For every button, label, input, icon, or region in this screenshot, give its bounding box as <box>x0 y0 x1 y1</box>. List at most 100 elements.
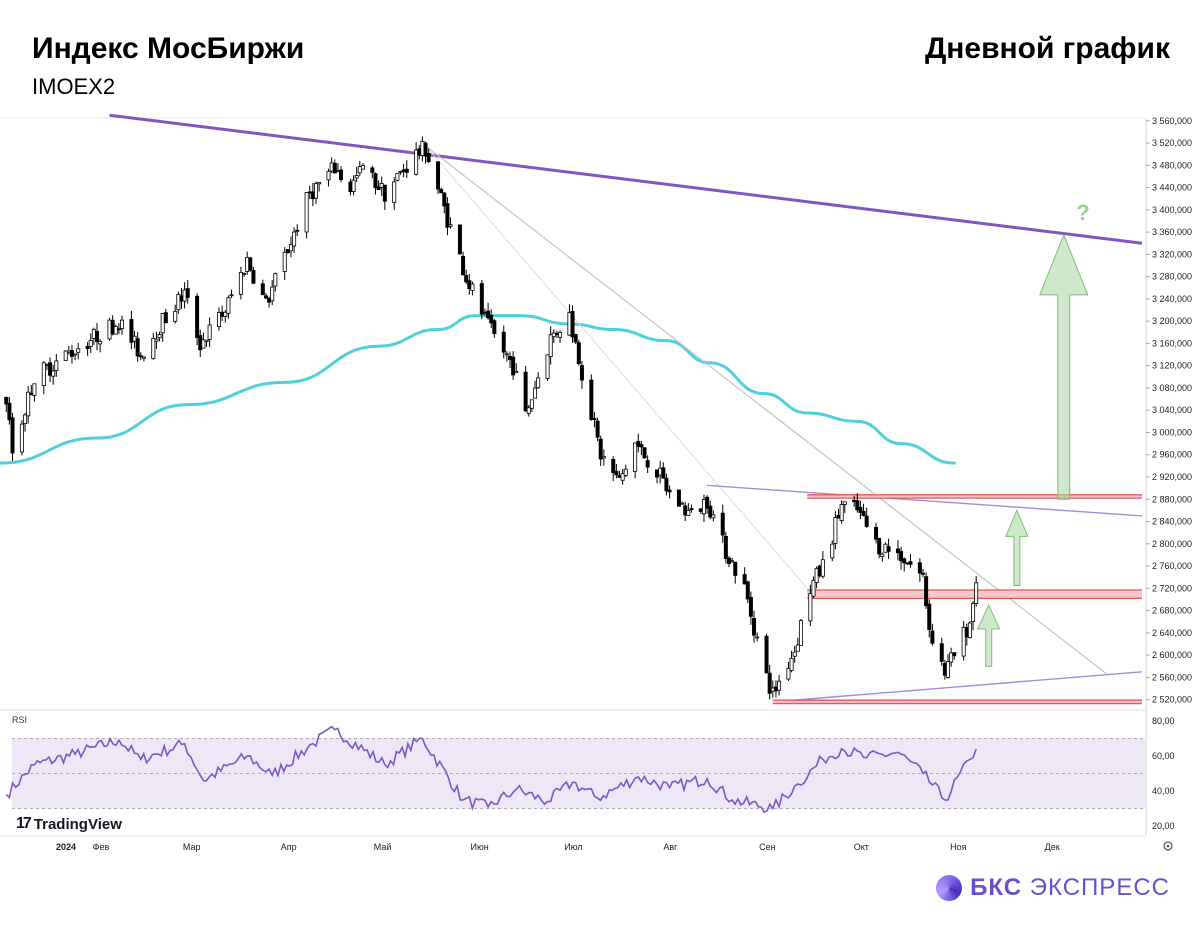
time-tick-label: Дек <box>1045 842 1060 852</box>
candle-body <box>417 148 422 156</box>
candle-body <box>426 152 431 163</box>
price-tick-label: 3 040,000 <box>1152 405 1192 415</box>
price-tick-label: 3 520,000 <box>1152 138 1192 148</box>
moving-average-layer <box>0 314 956 465</box>
candle-body <box>326 171 331 181</box>
drawings-layer <box>109 113 1143 705</box>
candle-body <box>855 500 860 511</box>
rsi-line <box>5 725 977 814</box>
candle-body <box>23 414 28 425</box>
candle-body <box>467 280 472 290</box>
price-tick-label: 2 920,000 <box>1152 472 1192 482</box>
candle-body <box>920 572 925 575</box>
candle-body <box>623 468 628 476</box>
candle-body <box>310 191 315 200</box>
candle-body <box>595 420 600 438</box>
candle-body <box>733 561 738 576</box>
candle-body <box>942 663 947 676</box>
downtrend-line-steep <box>425 145 808 589</box>
candle-body <box>470 283 475 291</box>
candle-body <box>32 383 37 396</box>
channel-lower-line <box>772 671 1143 703</box>
candle-body <box>332 162 337 174</box>
candle-body <box>267 297 272 303</box>
candle-body <box>949 652 954 663</box>
candle-body <box>185 288 190 298</box>
resistance-trendline <box>109 113 1143 245</box>
candle-body <box>242 273 247 275</box>
time-axis: 2024 Фев Мар Апр Май Июн Июл Авг Сен Окт Ноя Дек <box>56 842 1060 852</box>
candle-body <box>304 192 309 233</box>
candle-body <box>877 537 882 555</box>
candle-body <box>592 418 597 420</box>
candle-body <box>113 326 118 335</box>
candle-body <box>392 181 397 203</box>
price-tick-label: 2 640,000 <box>1152 628 1192 638</box>
tradingview-watermark: 17 TradingView <box>16 815 122 833</box>
candle-body <box>357 166 362 174</box>
settings-gear-icon[interactable] <box>1163 841 1173 851</box>
candle-body <box>720 512 725 536</box>
price-tick-label: 3 080,000 <box>1152 383 1192 393</box>
candle-body <box>173 311 178 322</box>
up-arrow-annotation <box>976 603 1001 667</box>
candle-body <box>664 477 669 492</box>
candle-body <box>492 320 497 335</box>
candle-body <box>120 319 125 329</box>
candle-body <box>436 161 441 190</box>
candle-body <box>486 310 491 319</box>
candle-body <box>501 331 506 353</box>
price-tick-label: 3 440,000 <box>1152 183 1192 193</box>
candle-body <box>529 399 534 409</box>
candle-body <box>329 162 334 172</box>
candle-body <box>598 438 603 460</box>
candle-body <box>135 338 140 357</box>
candle-body <box>457 224 462 255</box>
candle-body <box>886 546 891 552</box>
price-level-zone <box>807 494 1142 499</box>
candle-body <box>270 286 275 302</box>
price-tick-label: 3 200,000 <box>1152 316 1192 326</box>
candle-body <box>423 142 428 157</box>
candle-body <box>676 489 681 507</box>
candle-body <box>927 603 932 630</box>
candle-body <box>479 283 484 315</box>
candle-body <box>579 365 584 381</box>
candle-body <box>689 508 694 511</box>
price-tick-label: 3 120,000 <box>1152 361 1192 371</box>
candle-body <box>852 499 857 503</box>
candle-body <box>351 179 356 192</box>
candle-body <box>573 334 578 343</box>
candle-body <box>667 489 672 493</box>
candle-body <box>54 360 59 371</box>
candle-body <box>445 203 450 228</box>
candle-body <box>141 356 146 359</box>
candle-body <box>708 505 713 518</box>
candle-body <box>864 515 869 527</box>
candle-body <box>971 603 976 622</box>
candle-body <box>151 338 156 360</box>
candle-body <box>116 328 121 331</box>
candle-body <box>198 335 203 351</box>
candle-body <box>767 672 772 694</box>
candle-body <box>201 339 206 349</box>
candle-body <box>245 256 250 272</box>
candle-body <box>814 568 819 583</box>
candle-body <box>908 561 913 565</box>
candle-body <box>545 354 550 379</box>
candlestick-series[interactable] <box>4 136 979 700</box>
candle-body <box>129 319 134 343</box>
candle-body <box>874 527 879 540</box>
candle-body <box>777 680 782 691</box>
price-tick-label: 2 760,000 <box>1152 561 1192 571</box>
candle-body <box>448 224 453 227</box>
rsi-band-fill <box>12 738 1146 809</box>
candle-body <box>727 557 732 565</box>
rsi-axis: 80,00 60,00 40,00 20,00 <box>1152 716 1175 831</box>
price-level-zone <box>772 700 1142 704</box>
candle-body <box>858 506 863 513</box>
candle-body <box>238 271 243 295</box>
candle-body <box>748 597 753 617</box>
candle-body <box>482 311 487 314</box>
ticker-label: IMOEX2 <box>32 74 116 99</box>
